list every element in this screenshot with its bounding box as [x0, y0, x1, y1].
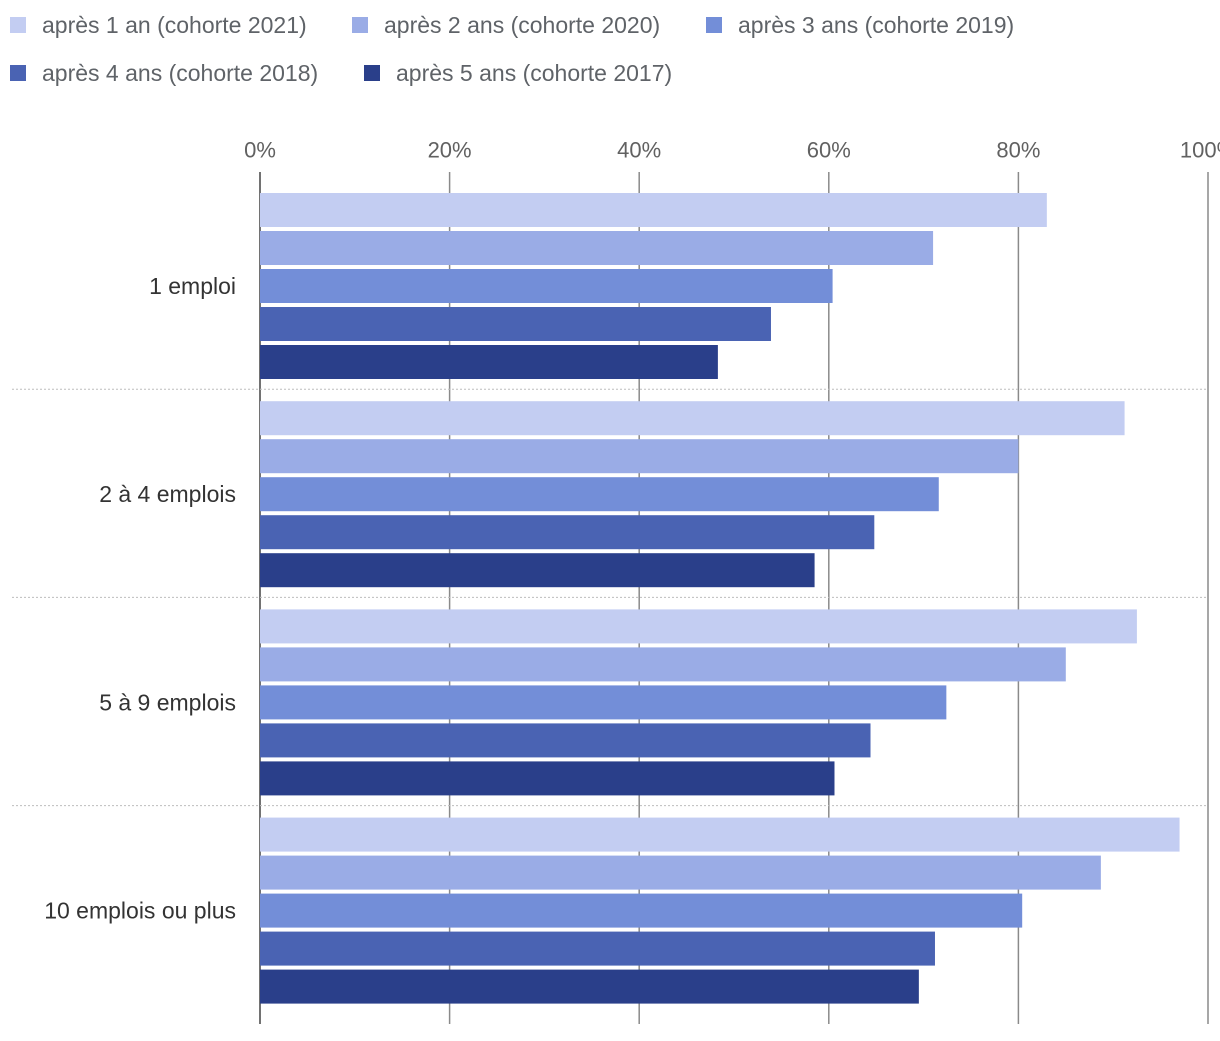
legend-swatch: [10, 65, 26, 81]
category-label: 10 emplois ou plus: [44, 898, 236, 924]
legend-swatch: [10, 17, 26, 33]
legend: après 1 an (cohorte 2021) après 2 ans (co…: [10, 12, 1014, 86]
x-tick-label: 20%: [428, 138, 472, 163]
legend-label: après 3 ans (cohorte 2019): [738, 12, 1014, 38]
legend-label: après 2 ans (cohorte 2020): [384, 12, 660, 38]
x-tick-label: 80%: [996, 138, 1040, 163]
bar: [260, 931, 935, 966]
bar: [260, 401, 1125, 436]
x-tick-label: 0%: [244, 138, 276, 163]
bar: [260, 893, 1023, 928]
bar: [260, 609, 1137, 644]
bar: [260, 515, 875, 550]
bar: [260, 647, 1066, 682]
category-label: 5 à 9 emplois: [99, 689, 236, 715]
legend-swatch: [364, 65, 380, 81]
category-label: 1 emploi: [149, 273, 236, 299]
bar: [260, 193, 1047, 227]
bars: [260, 193, 1180, 1004]
bar: [260, 855, 1101, 890]
legend-label: après 1 an (cohorte 2021): [42, 12, 307, 38]
bar: [260, 685, 947, 720]
x-tick-label: 40%: [617, 138, 661, 163]
bar: [260, 477, 939, 512]
category-label: 2 à 4 emplois: [99, 481, 236, 507]
bar: [260, 439, 1019, 474]
legend-swatch: [352, 17, 368, 33]
bar: [260, 761, 835, 796]
bar: [260, 553, 815, 588]
bar: [260, 723, 871, 758]
bar: [260, 231, 934, 265]
bar: [260, 269, 833, 303]
x-tick-label: 60%: [807, 138, 851, 163]
bar: [260, 969, 919, 1004]
bar: [260, 817, 1180, 852]
x-axis-tick-labels: 0% 20% 40% 60% 80% 100%: [244, 138, 1220, 163]
category-separators: [12, 388, 1208, 807]
bar: [260, 345, 718, 379]
legend-label: après 4 ans (cohorte 2018): [42, 60, 318, 86]
bar: [260, 307, 771, 341]
x-tick-label: 100%: [1180, 138, 1220, 163]
category-labels: 1 emploi 2 à 4 emplois 5 à 9 emplois 10 emp…: [44, 273, 236, 924]
legend-label: après 5 ans (cohorte 2017): [396, 60, 672, 86]
legend-swatch: [706, 17, 722, 33]
